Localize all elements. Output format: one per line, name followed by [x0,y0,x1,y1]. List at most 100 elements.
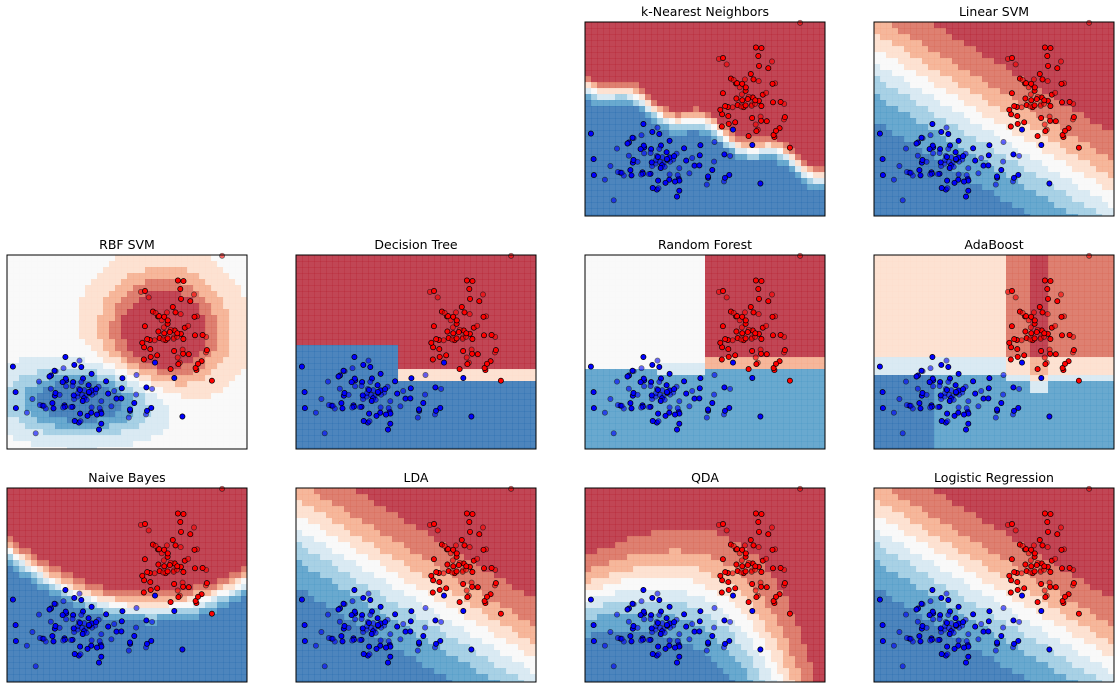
surface-cell [1042,208,1049,215]
surface-cell [910,166,917,173]
surface-cell [223,297,230,304]
surface-cell [199,411,206,418]
surface-cell [205,357,212,364]
surface-cell [807,172,814,179]
surface-cell [958,118,965,125]
surface-cell [783,160,790,167]
surface-cell [1096,64,1103,71]
surface-cell [85,435,92,442]
point-class-1 [166,329,173,336]
surface-cell [597,148,604,155]
surface-cell [675,154,682,161]
surface-cell [127,357,134,364]
surface-cell [187,423,194,430]
surface-cell [729,28,736,35]
surface-cell [663,208,670,215]
surface-cell [1090,172,1097,179]
surface-cell [946,34,953,41]
surface-cell [597,82,604,89]
surface-cell [639,34,646,41]
surface-cell [585,154,592,161]
surface-cell [1096,88,1103,95]
point-class-0 [88,370,95,377]
surface-cell [651,76,658,83]
surface-cell [139,303,146,310]
surface-cell [795,136,802,143]
surface-cell [639,94,646,101]
surface-cell [765,190,772,197]
surface-cell [958,166,965,173]
surface-cell [615,190,622,197]
surface-cell [663,28,670,35]
surface-cell [585,70,592,77]
surface-cell [386,291,393,298]
surface-cell [633,88,640,95]
surface-cell [506,309,513,316]
point-class-0 [649,128,656,135]
surface-cell [892,28,899,35]
surface-cell [699,208,706,215]
surface-cell [145,321,152,328]
surface-cell [85,261,92,268]
surface-cell [241,393,248,400]
surface-cell [223,303,230,310]
surface-cell [735,76,742,83]
surface-cell [645,118,652,125]
surface-cell [1078,100,1085,107]
surface-cell [1078,28,1085,35]
surface-cell [344,267,351,274]
surface-cell [807,118,814,125]
surface-cell [988,136,995,143]
surface-cell [302,279,309,286]
surface-cell [452,279,459,286]
surface-cell [368,291,375,298]
surface-cell [422,261,429,268]
surface-cell [524,255,531,262]
surface-cell [127,291,134,298]
surface-cell [470,261,477,268]
surface-cell [657,106,664,113]
surface-cell [886,178,893,185]
surface-cell [1030,172,1037,179]
surface-cell [85,351,92,358]
surface-cell [880,142,887,149]
surface-cell [103,303,110,310]
surface-cell [43,441,50,448]
surface-cell [970,208,977,215]
surface-cell [1096,136,1103,143]
surface-cell [1084,208,1091,215]
surface-cell [187,345,194,352]
surface-cell [874,136,881,143]
surface-cell [934,76,941,83]
surface-cell [801,148,808,155]
surface-cell [211,363,218,370]
surface-cell [43,375,50,382]
surface-cell [1072,64,1079,71]
surface-cell [741,136,748,143]
surface-cell [205,417,212,424]
surface-cell [633,22,640,29]
surface-cell [777,172,784,179]
surface-cell [687,106,694,113]
surface-cell [31,375,38,382]
surface-cell [25,369,32,376]
point-class-0 [666,137,673,144]
surface-cell [1054,148,1061,155]
surface-cell [169,297,176,304]
surface-cell [657,76,664,83]
surface-cell [175,321,182,328]
surface-cell [988,154,995,161]
surface-cell [199,435,206,442]
surface-cell [699,124,706,131]
surface-cell [795,130,802,137]
surface-cell [1102,94,1109,101]
surface-cell [934,46,941,53]
surface-cell [97,315,104,322]
surface-cell [223,375,230,382]
surface-cell [813,112,820,119]
surface-cell [470,321,477,328]
surface-cell [681,70,688,77]
surface-cell [783,70,790,77]
surface-cell [109,285,116,292]
surface-cell [964,88,971,95]
